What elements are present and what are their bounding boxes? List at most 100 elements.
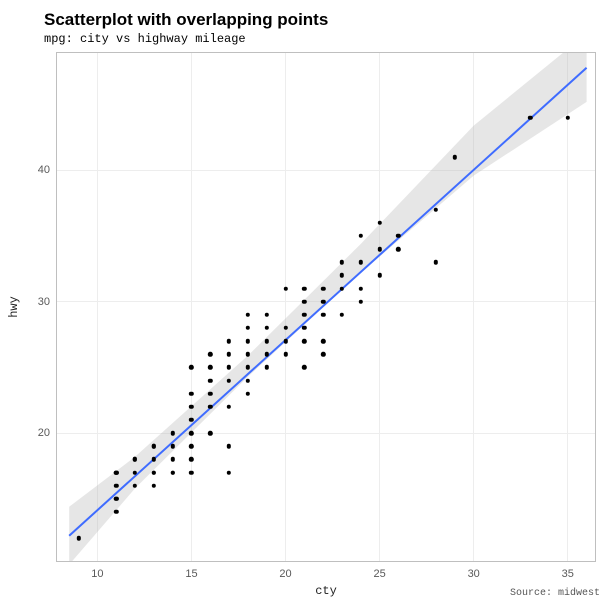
data-point [359,260,363,264]
data-point [265,326,269,330]
data-point [208,431,212,435]
data-point [189,444,193,448]
data-point [246,365,250,369]
data-point [189,392,193,396]
data-point [208,392,212,396]
x-tick-label: 25 [373,568,385,580]
x-axis-label: cty [315,584,337,598]
data-point [189,470,193,474]
data-point [76,536,80,540]
data-point [189,365,193,369]
data-point [189,405,193,409]
y-tick-label: 30 [20,296,50,308]
chart-subtitle: mpg: city vs highway mileage [44,32,246,46]
grid-line-vertical [473,52,474,562]
data-point [302,286,306,290]
data-point [246,352,250,356]
data-point [340,313,344,317]
regression-layer [56,52,596,562]
x-tick-label: 35 [562,568,574,580]
data-point [208,365,212,369]
data-point [152,457,156,461]
data-point [114,497,118,501]
data-point [434,260,438,264]
data-point [302,365,306,369]
data-point [453,155,457,159]
data-point [227,405,231,409]
data-point [302,300,306,304]
grid-line-vertical [379,52,380,562]
data-point [283,339,287,343]
chart-title: Scatterplot with overlapping points [44,10,328,30]
data-point [133,457,137,461]
data-point [340,286,344,290]
data-point [246,378,250,382]
x-tick-label: 10 [91,568,103,580]
y-tick-label: 40 [20,164,50,176]
x-tick-label: 30 [468,568,480,580]
data-point [227,365,231,369]
grid-line-horizontal [56,301,596,302]
confidence-band [69,52,586,562]
data-point [359,234,363,238]
data-point [170,470,174,474]
data-point [283,352,287,356]
data-point [283,326,287,330]
data-point [321,300,325,304]
data-point [189,431,193,435]
data-point [227,470,231,474]
data-point [321,286,325,290]
data-point [396,247,400,251]
grid-line-vertical [567,52,568,562]
grid-line-horizontal [56,433,596,434]
data-point [340,273,344,277]
data-point [133,470,137,474]
data-point [302,326,306,330]
data-point [321,313,325,317]
grid-line-horizontal [56,170,596,171]
data-point [246,326,250,330]
data-point [189,457,193,461]
data-point [208,352,212,356]
data-point [227,378,231,382]
data-point [265,339,269,343]
data-point [189,418,193,422]
x-tick-label: 20 [279,568,291,580]
data-point [377,247,381,251]
data-point [321,339,325,343]
data-point [283,286,287,290]
plot-area [56,52,596,562]
data-point [265,365,269,369]
chart-caption: Source: midwest [510,588,600,599]
data-point [340,260,344,264]
data-point [152,444,156,448]
data-point [227,352,231,356]
grid-line-vertical [285,52,286,562]
data-point [133,484,137,488]
data-point [246,313,250,317]
data-point [208,405,212,409]
data-point [246,339,250,343]
data-point [265,313,269,317]
data-point [170,444,174,448]
x-tick-label: 15 [185,568,197,580]
data-point [265,352,269,356]
data-point [114,484,118,488]
data-point [170,431,174,435]
y-tick-label: 20 [20,427,50,439]
data-point [359,286,363,290]
data-point [377,273,381,277]
data-point [114,510,118,514]
data-point [566,116,570,120]
data-point [227,339,231,343]
data-point [302,313,306,317]
grid-line-vertical [97,52,98,562]
panel-border [56,52,596,562]
data-point [359,300,363,304]
data-point [528,116,532,120]
data-point [396,234,400,238]
data-point [302,339,306,343]
data-point [321,352,325,356]
data-point [152,484,156,488]
data-point [208,378,212,382]
